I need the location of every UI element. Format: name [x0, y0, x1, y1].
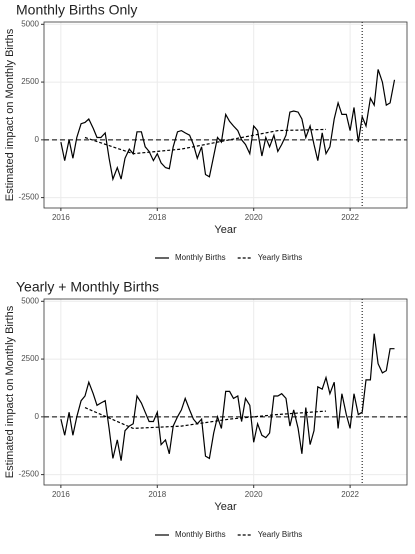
- y-tick-label: 5000: [21, 296, 39, 305]
- x-tick-label: 2016: [52, 213, 70, 222]
- x-tick-label: 2016: [52, 490, 70, 499]
- chart-title: Yearly + Monthly Births: [16, 279, 159, 295]
- y-axis-title: Estimated impact on Monthly Births: [4, 305, 16, 478]
- series-line: [84, 407, 327, 430]
- y-tick-label: 5000: [21, 19, 39, 28]
- y-tick-label: 0: [35, 135, 40, 144]
- x-axis-title: Year: [214, 501, 237, 513]
- x-tick-label: 2020: [245, 213, 263, 222]
- y-tick-label: 2500: [21, 77, 39, 86]
- series-line: [84, 128, 327, 155]
- x-tick-label: 2018: [148, 490, 166, 499]
- x-axis-title: Year: [214, 224, 237, 236]
- y-tick-label: -2500: [19, 470, 40, 479]
- legend-label: Yearly Births: [258, 530, 303, 539]
- series-line: [60, 69, 396, 182]
- legend-label: Monthly Births: [175, 253, 226, 262]
- x-tick-label: 2022: [341, 490, 359, 499]
- plot-border: [43, 21, 408, 209]
- legend-label: Monthly Births: [175, 530, 226, 539]
- y-tick-label: -2500: [19, 193, 40, 202]
- y-axis-title: Estimated impact on Monthly Births: [4, 28, 16, 201]
- x-tick-label: 2018: [148, 213, 166, 222]
- y-tick-label: 0: [35, 412, 40, 421]
- legend-label: Yearly Births: [258, 253, 303, 262]
- x-tick-label: 2020: [245, 490, 263, 499]
- series-line: [60, 333, 395, 461]
- x-tick-label: 2022: [341, 213, 359, 222]
- chart-title: Monthly Births Only: [16, 2, 137, 18]
- y-tick-label: 2500: [21, 354, 39, 363]
- plot-border: [43, 298, 408, 486]
